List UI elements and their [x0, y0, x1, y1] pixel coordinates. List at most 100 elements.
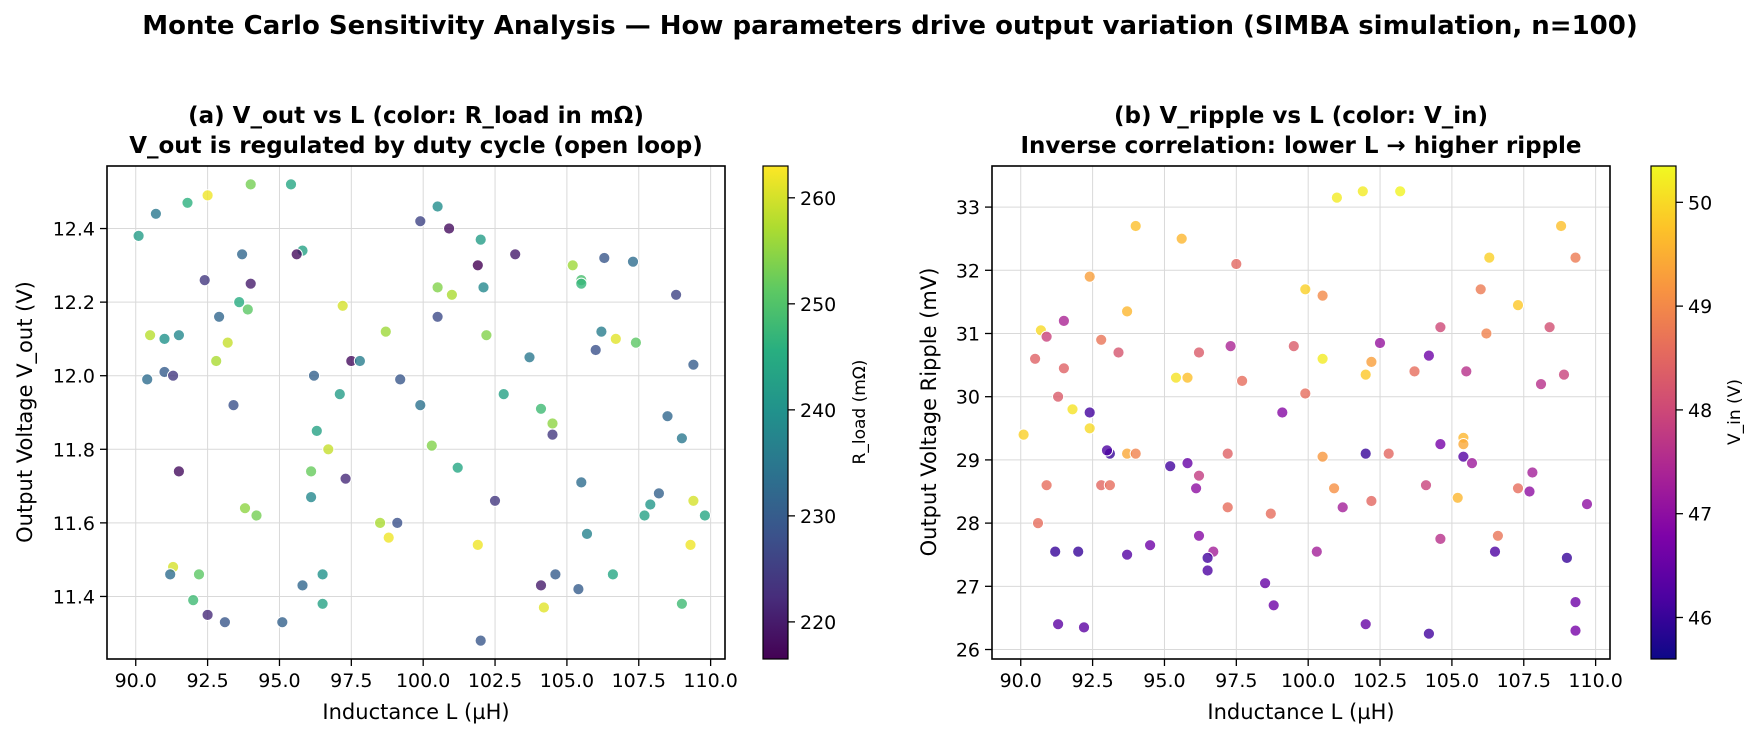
scatter-point — [172, 465, 185, 478]
panel-a-points — [132, 178, 712, 647]
scatter-point — [1491, 529, 1505, 542]
scatter-point — [684, 538, 697, 552]
panel-a-colorbar-ticks: 220 230 240 250 260 — [788, 188, 836, 634]
scatter-point — [1328, 482, 1341, 495]
scatter-point — [1164, 460, 1177, 473]
scatter-point — [698, 509, 712, 522]
scatter-point — [1066, 403, 1079, 416]
scatter-point — [1359, 447, 1372, 460]
scatter-point — [598, 251, 611, 265]
panel-a-xlabel: Inductance L (µH) — [322, 700, 509, 724]
colorbar-tick-label: 49 — [1688, 296, 1712, 318]
colorbar-tick-label: 240 — [800, 400, 836, 422]
panel-b-ylabel: Output Voltage Ripple (mV) — [917, 268, 941, 557]
scatter-point — [1310, 545, 1323, 558]
scatter-point — [1330, 191, 1344, 204]
panel-a-ylabel: Output Voltage V_out (V) — [13, 281, 38, 543]
scatter-point — [1451, 491, 1464, 504]
scatter-point — [443, 222, 456, 235]
scatter-point — [316, 597, 329, 610]
panel-b-subtitle: Inverse correlation: lower L → higher ri… — [1020, 133, 1581, 159]
scatter-point — [382, 531, 395, 544]
panel-a-title: (a) V_out vs L (color: R_load in mΩ) — [188, 103, 644, 129]
scatter-point — [1144, 539, 1157, 552]
panel-a-frame — [106, 165, 726, 660]
scatter-point — [250, 509, 263, 522]
scatter-point — [1356, 185, 1369, 198]
scatter-point — [1460, 365, 1473, 378]
figure-suptitle: Monte Carlo Sensitivity Analysis — How p… — [142, 11, 1637, 41]
scatter-point — [534, 579, 548, 592]
scatter-point — [1580, 498, 1594, 511]
scatter-point — [471, 538, 484, 552]
scatter-point — [132, 229, 145, 242]
scatter-point — [1569, 596, 1582, 609]
scatter-point — [290, 248, 303, 261]
scatter-point — [305, 491, 318, 504]
scatter-point — [1488, 545, 1502, 558]
scatter-point — [339, 472, 352, 485]
y-tick-label: 12.4 — [53, 219, 95, 241]
scatter-point — [534, 402, 548, 415]
scatter-point — [201, 189, 214, 202]
x-tick-label: 105.0 — [1425, 670, 1479, 692]
y-tick-label: 11.6 — [53, 513, 95, 535]
scatter-point — [1511, 482, 1525, 495]
scatter-point — [1557, 368, 1571, 381]
scatter-point — [414, 399, 427, 412]
scatter-point — [141, 373, 154, 386]
scatter-point — [1224, 340, 1237, 353]
scatter-point — [1336, 501, 1349, 514]
scatter-point — [316, 568, 329, 581]
x-tick-label: 102.5 — [1353, 670, 1407, 692]
panel-b-grid — [992, 166, 1610, 659]
panel-b-colorbar-label: V_in (V) — [1725, 379, 1745, 445]
scatter-point — [221, 336, 234, 349]
scatter-point — [1287, 340, 1300, 353]
colorbar-tick-label: 250 — [800, 294, 836, 316]
scatter-point — [1175, 232, 1188, 245]
scatter-point — [244, 178, 257, 191]
scatter-point — [1100, 444, 1114, 457]
scatter-point — [1129, 447, 1142, 460]
scatter-point — [1299, 283, 1312, 296]
scatter-point — [307, 369, 321, 382]
scatter-point — [687, 358, 700, 371]
scatter-point — [575, 277, 588, 290]
scatter-point — [181, 196, 194, 209]
scatter-point — [1365, 494, 1378, 508]
scatter-point — [1083, 422, 1096, 435]
panel-a-yticks: 11.4 11.6 11.8 12.0 12.2 12.4 — [53, 219, 107, 608]
scatter-point — [1560, 551, 1574, 565]
scatter-point — [1031, 517, 1045, 530]
scatter-point — [187, 594, 200, 607]
scatter-point — [1230, 257, 1243, 271]
scatter-point — [675, 597, 689, 610]
scatter-point — [1422, 627, 1436, 640]
scatter-point — [1052, 618, 1065, 631]
scatter-point — [1526, 466, 1539, 479]
scatter-point — [1077, 621, 1091, 634]
scatter-point — [333, 388, 346, 401]
x-tick-label: 90.0 — [1000, 670, 1042, 692]
panel-b-xticks: 90.0 92.5 95.0 97.5 100.0 102.5 105.0 107.5 110.… — [1000, 659, 1623, 692]
scatter-point — [1316, 450, 1329, 463]
scatter-point — [480, 329, 493, 342]
scatter-point — [644, 498, 657, 511]
scatter-point — [445, 288, 458, 301]
scatter-point — [1057, 314, 1071, 327]
scatter-point — [1569, 624, 1582, 637]
scatter-point — [1190, 482, 1203, 495]
scatter-point — [425, 439, 438, 452]
y-tick-label: 12.0 — [53, 366, 95, 388]
scatter-point — [296, 579, 309, 592]
scatter-point — [1422, 349, 1436, 362]
scatter-point — [675, 432, 689, 445]
scatter-point — [276, 616, 289, 629]
scatter-point — [1201, 551, 1214, 565]
scatter-point — [474, 634, 487, 647]
scatter-point — [431, 200, 444, 213]
panel-b-colorbar — [1650, 165, 1677, 660]
scatter-point — [488, 494, 502, 507]
scatter-point — [626, 255, 640, 268]
